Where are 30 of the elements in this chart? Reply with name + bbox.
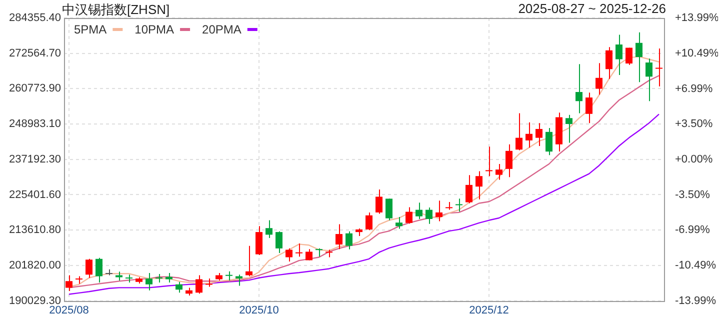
x-tick-label: 2025/12 <box>469 304 509 316</box>
candlestick <box>286 248 292 262</box>
x-tick-label: 2025/10 <box>239 304 279 316</box>
y-tick-label: 260773.90 <box>9 82 61 95</box>
y2-tick-label: +6.99% <box>675 82 713 95</box>
y2-tick-label: -13.99% <box>675 294 716 307</box>
y2-tick-label: -6.99% <box>675 224 710 236</box>
y-tick-label: 213610.80 <box>9 224 61 236</box>
y-tick-label: 225401.60 <box>9 188 61 201</box>
candlestick <box>236 274 242 286</box>
x-tick-label: 2025/08 <box>49 304 89 316</box>
y-tick-label: 237192.30 <box>9 153 61 166</box>
y2-tick-label: -3.50% <box>675 188 710 201</box>
legend-label: 20PMA <box>202 22 242 36</box>
chart-subtitle: 2025-08-27 ~ 2025-12-26 <box>518 1 666 16</box>
y-tick-label: 190029.30 <box>9 294 61 307</box>
y2-tick-label: +13.99% <box>675 12 719 24</box>
legend-label: 5PMA <box>74 22 107 36</box>
y-tick-label: 284355.40 <box>9 12 61 24</box>
chart-title: 中汉锡指数[ZHSN] <box>62 1 170 19</box>
y-tick-label: 201820.00 <box>9 259 61 272</box>
y2-tick-label: +0.00% <box>675 153 713 166</box>
candlestick <box>136 276 142 284</box>
legend-label: 10PMA <box>134 22 174 36</box>
y2-tick-label: -10.49% <box>675 259 716 272</box>
y2-tick-label: +10.49% <box>675 47 719 60</box>
y-tick-label: 248983.10 <box>9 118 61 130</box>
candlestick <box>496 163 502 180</box>
y2-tick-label: +3.50% <box>675 118 713 130</box>
y-tick-label: 272564.70 <box>9 47 61 60</box>
